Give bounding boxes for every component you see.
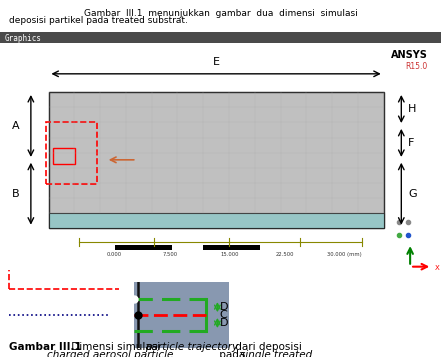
Text: ANSYS: ANSYS xyxy=(391,50,428,60)
Bar xyxy=(46,122,97,184)
Text: G: G xyxy=(408,189,417,199)
Text: Gambar  III.1  menunjukkan  gambar  dua  dimensi  simulasi: Gambar III.1 menunjukkan gambar dua dime… xyxy=(84,9,357,18)
Text: X: X xyxy=(434,265,439,271)
Text: Gambar III.1: Gambar III.1 xyxy=(9,342,82,352)
Text: 0.000: 0.000 xyxy=(107,252,122,257)
Text: A: A xyxy=(12,121,20,131)
Text: D: D xyxy=(220,302,228,312)
Bar xyxy=(134,282,229,348)
Text: E: E xyxy=(213,57,220,67)
Text: B: B xyxy=(12,189,20,199)
Text: 15.000: 15.000 xyxy=(220,252,239,257)
Bar xyxy=(49,213,384,228)
Bar xyxy=(49,92,384,228)
Bar xyxy=(53,148,75,164)
Text: C: C xyxy=(220,310,228,320)
Text: dari deposisi: dari deposisi xyxy=(232,342,301,352)
Text: R15.0: R15.0 xyxy=(406,62,428,71)
Text: pada: pada xyxy=(216,350,249,357)
Bar xyxy=(115,245,172,250)
Text: F: F xyxy=(408,138,414,148)
Text: deposisi partikel pada treated substrat.: deposisi partikel pada treated substrat. xyxy=(9,16,188,25)
Text: charged aerosol particle: charged aerosol particle xyxy=(47,350,173,357)
Text: D: D xyxy=(220,318,228,328)
Text: 30.000 (mm): 30.000 (mm) xyxy=(327,252,361,257)
Text: 7.500: 7.500 xyxy=(162,252,177,257)
Bar xyxy=(0,32,441,42)
Text: particle trajectory: particle trajectory xyxy=(146,342,239,352)
Text: Graphics: Graphics xyxy=(4,34,41,43)
Bar xyxy=(203,245,260,250)
Text: single treated: single treated xyxy=(240,350,313,357)
Text: Dimensi simulasi: Dimensi simulasi xyxy=(68,342,164,352)
Text: 22.500: 22.500 xyxy=(275,252,294,257)
Text: H: H xyxy=(408,104,416,114)
